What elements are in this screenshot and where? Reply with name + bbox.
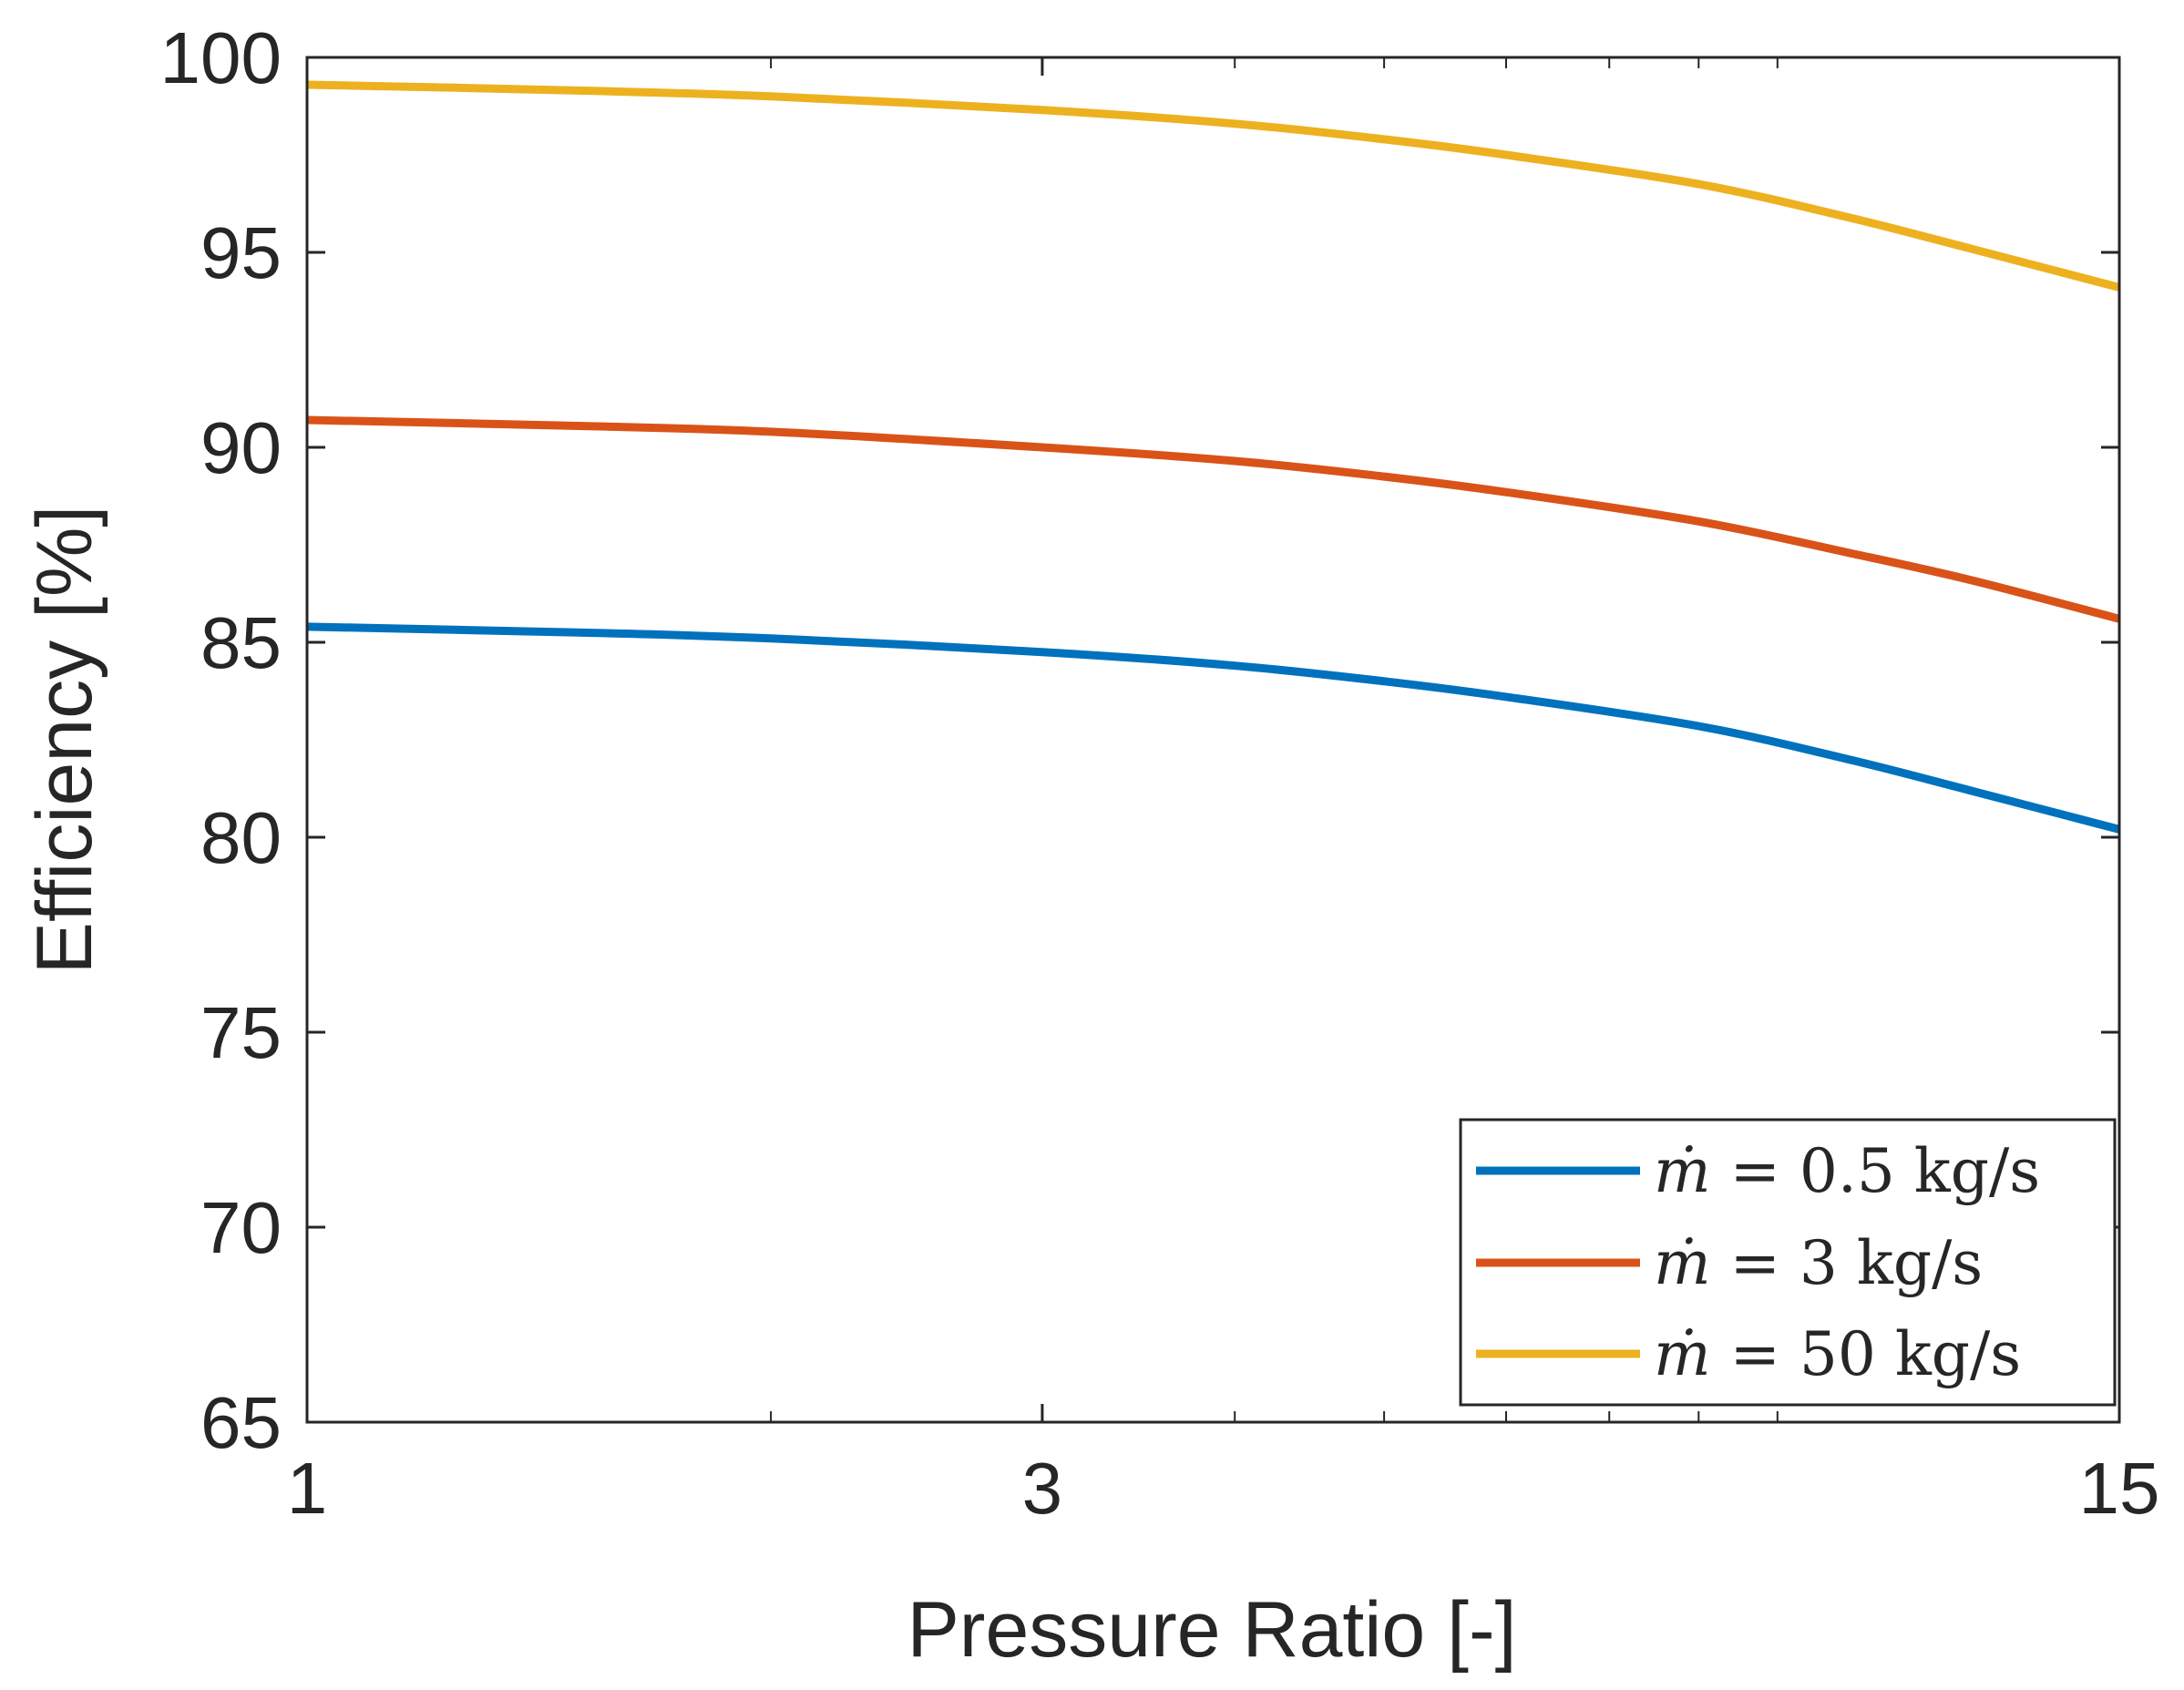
y-axis-label: Efficiency [%] — [21, 506, 108, 975]
legend: ṁ = 0.5 kg/sṁ = 3 kg/sṁ = 50 kg/s — [1459, 1118, 2117, 1407]
tick-layer: 65 70 75 80 85 90 95 100 1 3 15 — [160, 17, 2160, 1529]
series-layer — [306, 80, 2121, 834]
legend-label-0: ṁ = 0.5 kg/s — [1654, 1136, 2040, 1206]
y-tick-label: 65 — [200, 1382, 282, 1463]
legend-symbol: ṁ — [1654, 1136, 1711, 1206]
x-tick-label: 15 — [2079, 1448, 2160, 1529]
y-tick-label: 90 — [200, 407, 282, 488]
series-line-0 — [306, 622, 2121, 834]
legend-symbol: ṁ — [1654, 1319, 1711, 1389]
legend-rest: = 3 kg/s — [1711, 1228, 1984, 1298]
series-line-1 — [306, 415, 2121, 623]
legend-rest: = 0.5 kg/s — [1711, 1136, 2041, 1206]
plot-frame — [305, 56, 2121, 1424]
x-tick-label: 1 — [287, 1448, 328, 1529]
y-tick-label: 80 — [200, 797, 282, 878]
legend-symbol: ṁ — [1654, 1228, 1711, 1298]
series-line-2 — [306, 80, 2121, 292]
y-tick-label: 95 — [200, 212, 282, 293]
legend-label-1: ṁ = 3 kg/s — [1654, 1228, 1983, 1298]
x-axis-label: Pressure Ratio [-] — [907, 1586, 1516, 1674]
legend-rest: = 50 kg/s — [1711, 1319, 2022, 1389]
y-tick-label: 70 — [200, 1187, 282, 1268]
y-tick-label: 85 — [200, 602, 282, 683]
y-tick-label: 100 — [160, 17, 282, 98]
legend-label-2: ṁ = 50 kg/s — [1654, 1319, 2021, 1389]
x-tick-label: 3 — [1022, 1448, 1063, 1529]
y-tick-label: 75 — [200, 992, 282, 1073]
